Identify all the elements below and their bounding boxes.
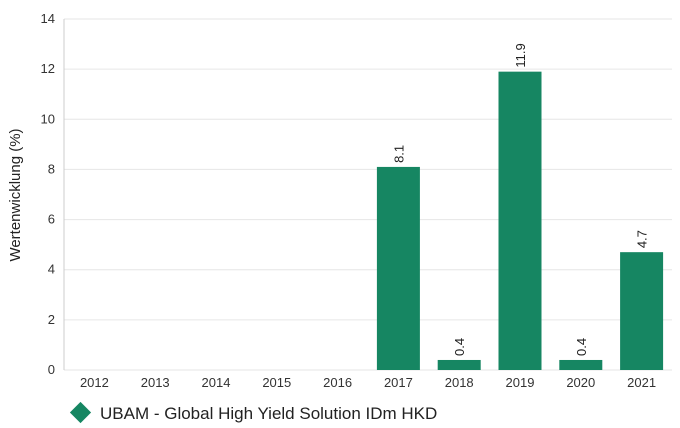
x-tick-label-2016: 2016 xyxy=(323,375,352,390)
y-tick-label: 6 xyxy=(48,212,55,227)
x-tick-label-2021: 2021 xyxy=(627,375,656,390)
x-tick-label-2017: 2017 xyxy=(384,375,413,390)
x-tick-label-2019: 2019 xyxy=(506,375,535,390)
y-axis-ticks: 0 2 4 6 8 10 12 14 xyxy=(41,11,55,377)
x-tick-label-2012: 2012 xyxy=(80,375,109,390)
y-axis-title: Wertenwicklung (%) xyxy=(7,128,24,261)
bar-2021[interactable] xyxy=(620,252,664,370)
bar-2018[interactable] xyxy=(437,359,481,370)
y-tick-label: 14 xyxy=(41,11,55,26)
x-tick-label-2020: 2020 xyxy=(566,375,595,390)
data-labels: 8.1 0.4 11.9 0.4 4.7 xyxy=(391,43,649,356)
x-tick-label-2018: 2018 xyxy=(445,375,474,390)
data-label-2019: 11.9 xyxy=(513,43,528,67)
y-tick-label: 2 xyxy=(48,312,55,327)
data-label-2018: 0.4 xyxy=(452,338,467,356)
legend-marker-diamond-icon xyxy=(69,401,92,424)
legend[interactable]: UBAM - Global High Yield Solution IDm HK… xyxy=(69,401,437,424)
y-tick-label: 10 xyxy=(41,111,55,126)
gridlines xyxy=(63,18,672,371)
y-tick-label: 0 xyxy=(48,362,55,377)
y-tick-label: 12 xyxy=(41,61,55,76)
x-axis-ticks: 2012 2013 2014 2015 2016 2017 2018 2019 2020 2021 xyxy=(80,375,656,390)
data-label-2020: 0.4 xyxy=(574,338,589,356)
x-tick-label-2013: 2013 xyxy=(141,375,170,390)
y-tick-label: 8 xyxy=(48,161,55,176)
x-tick-label-2014: 2014 xyxy=(202,375,231,390)
data-label-2017: 8.1 xyxy=(391,145,406,163)
legend-entry-label: UBAM - Global High Yield Solution IDm HK… xyxy=(100,404,437,423)
data-label-2021: 4.7 xyxy=(635,230,650,248)
y-tick-label: 4 xyxy=(48,262,55,277)
bar-2019[interactable] xyxy=(498,71,542,371)
bar-2020[interactable] xyxy=(559,359,603,370)
x-tick-label-2015: 2015 xyxy=(262,375,291,390)
bar-2017[interactable] xyxy=(376,166,420,370)
bars xyxy=(376,71,664,371)
